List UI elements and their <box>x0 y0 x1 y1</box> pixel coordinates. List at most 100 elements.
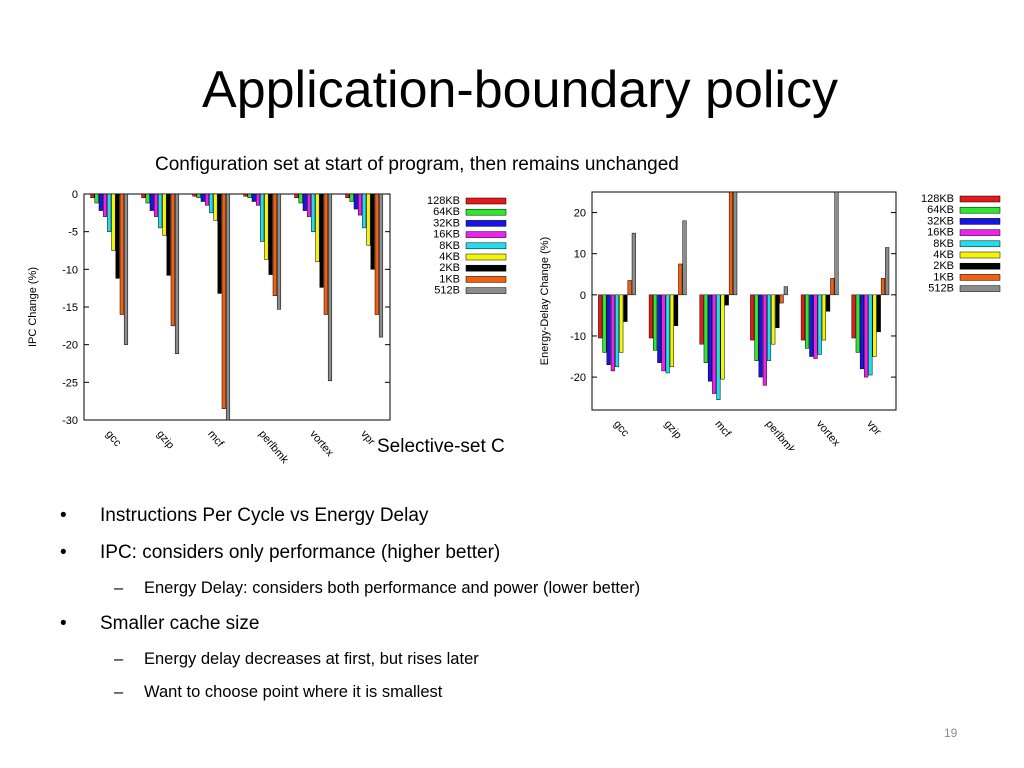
bar-1kb-vpr <box>880 278 886 296</box>
bar-16kb-gcc <box>610 294 615 372</box>
bar-1kb-gzip <box>170 193 175 327</box>
bar-128kb-gzip <box>648 294 653 339</box>
x-tick-label: gzip <box>662 418 684 441</box>
sub-bullet-item: – Energy Delay: considers both performanc… <box>114 579 640 598</box>
bar-64kb-gzip <box>653 294 658 351</box>
bar-512b-vpr <box>378 193 384 338</box>
bar-1kb-gcc <box>119 193 124 315</box>
bar-8kb-vpr <box>868 294 873 376</box>
y-tick-label: 0 <box>580 290 586 302</box>
bar-128kb-vortex <box>294 193 299 199</box>
bar-1kb-gzip <box>678 263 683 296</box>
x-tick-label: gcc <box>611 418 632 439</box>
legend-label: 64KB <box>927 204 954 216</box>
legend-swatch-2kb <box>465 264 507 272</box>
legend-label: 2KB <box>439 262 460 274</box>
bar-4kb-gcc <box>619 294 624 353</box>
bullet-marker: – <box>114 650 124 668</box>
x-tick-label: gcc <box>103 428 124 449</box>
bar-16kb-mcf <box>712 294 717 394</box>
plot-frame <box>591 191 897 411</box>
y-tick-label: -15 <box>62 302 78 314</box>
x-tick-label: vpr <box>864 418 883 438</box>
legend-label: 16KB <box>433 229 460 241</box>
bar-1kb-vortex <box>830 278 835 296</box>
legend-swatch-32kb <box>465 220 507 227</box>
bar-512b-mcf <box>733 191 738 296</box>
y-tick-label: 0 <box>72 189 78 201</box>
bar-4kb-mcf <box>720 294 725 380</box>
bar-64kb-vortex <box>298 193 303 204</box>
bar-512b-mcf <box>225 193 231 421</box>
bars <box>598 191 890 400</box>
legend-label: 64KB <box>433 206 460 218</box>
bullet-item: • Instructions Per Cycle vs Energy Delay <box>60 505 428 527</box>
bar-32kb-gzip <box>149 193 154 211</box>
bar-32kb-gzip <box>657 294 662 363</box>
bar-16kb-perlbmk <box>255 193 261 206</box>
legend-swatch-1kb <box>465 276 507 283</box>
bar-2kb-perlbmk <box>775 294 780 328</box>
legend-label: 4KB <box>933 249 954 261</box>
bar-128kb-gcc <box>598 294 603 339</box>
bar-2kb-gzip <box>166 193 171 276</box>
legend-swatch-2kb <box>959 262 1001 270</box>
y-tick-label: -30 <box>62 415 78 427</box>
y-tick-label: 20 <box>574 208 586 220</box>
legend-label: 128KB <box>921 193 954 205</box>
bar-group-gzip <box>648 220 687 374</box>
bar-16kb-vpr <box>357 193 363 216</box>
bullet-marker: • <box>60 542 67 563</box>
ipc-change-chart: 0 -5 -10 -15 -20 -25 -30 IPC Change (%) gcc gzip m… <box>27 189 507 466</box>
y-axis: 20 10 0 -10 -20 <box>570 208 896 384</box>
bar-8kb-gcc <box>107 193 112 232</box>
bar-1kb-vpr <box>374 193 379 315</box>
bar-16kb-gzip <box>153 193 159 217</box>
partially-hidden-caption: Selective-set C <box>377 436 505 457</box>
bar-group-gcc <box>598 232 636 372</box>
bar-8kb-vpr <box>362 193 367 229</box>
bullet-text: Energy Delay: considers both performance… <box>144 579 641 597</box>
legend-label: 2KB <box>933 260 954 272</box>
legend-label: 16KB <box>927 227 954 239</box>
bar-32kb-perlbmk <box>758 294 763 378</box>
bar-512b-perlbmk <box>783 286 788 296</box>
bar-8kb-gcc <box>614 294 620 368</box>
sub-bullet-item: – Want to choose point where it is smalle… <box>114 683 442 702</box>
x-tick-label: vortex <box>814 418 843 449</box>
bar-8kb-mcf <box>716 294 721 400</box>
bar-64kb-vortex <box>805 294 810 349</box>
y-tick-label: -20 <box>62 340 78 352</box>
y-tick-label: -10 <box>62 264 78 276</box>
legend-swatch-64kb <box>465 208 507 216</box>
plot-frame <box>83 193 391 421</box>
bar-128kb-perlbmk <box>243 193 248 197</box>
legend-swatch-32kb <box>959 218 1001 225</box>
bar-2kb-vortex <box>826 294 831 312</box>
legend-label: 512B <box>434 285 460 297</box>
bullet-marker: • <box>60 505 67 526</box>
bar-16kb-perlbmk <box>762 294 767 386</box>
bar-1kb-gcc <box>627 280 632 296</box>
bar-8kb-mcf <box>209 193 214 214</box>
bar-128kb-vpr <box>345 193 350 199</box>
x-tick-label: vpr <box>358 428 377 448</box>
legend-swatch-512b <box>959 285 1001 292</box>
bar-2kb-perlbmk <box>268 193 273 275</box>
bullet-marker: • <box>60 613 67 634</box>
bar-64kb-vpr <box>855 294 860 353</box>
legend-label: 4KB <box>439 251 460 263</box>
legend-label: 128KB <box>427 195 460 207</box>
legend-swatch-64kb <box>959 206 1001 214</box>
bar-64kb-gzip <box>145 193 150 204</box>
bar-16kb-gcc <box>102 193 108 217</box>
legend-label: 32KB <box>927 215 954 227</box>
bar-32kb-gcc <box>98 193 103 211</box>
x-tick-label: perlbmk <box>256 428 291 466</box>
legend-swatch-512b <box>465 287 507 294</box>
bar-512b-vortex <box>327 193 333 382</box>
bar-4kb-gzip <box>162 193 167 236</box>
bullet-item: • Smaller cache size <box>60 613 259 635</box>
